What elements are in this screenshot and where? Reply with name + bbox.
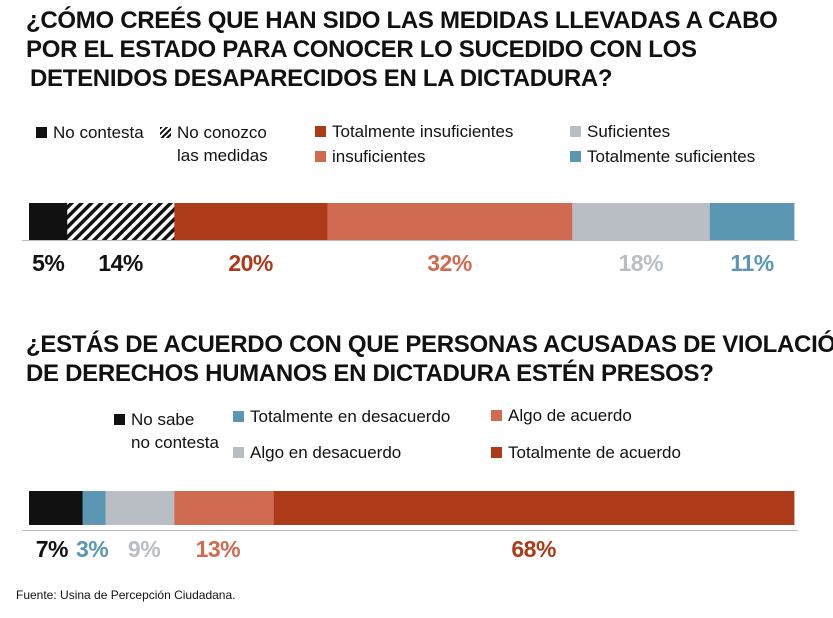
value-label: 68% (511, 536, 556, 562)
legend-swatch (233, 447, 244, 458)
source-note: Fuente: Usina de Percepción Ciudadana. (16, 588, 236, 602)
bar-segment (29, 203, 68, 240)
chart2-legend-totalmente-en-desacuerdo: Totalmente en desacuerdo (233, 405, 450, 428)
legend-label: No sabe no contesta (131, 410, 219, 452)
legend-label: Totalmente suficientes (587, 147, 756, 166)
chart1-title: ¿CÓMO CREÉS QUE HAN SIDO LAS MEDIDAS LLE… (26, 6, 778, 93)
chart2-legend-totalmente-de-acuerdo: Totalmente de acuerdo (491, 441, 681, 464)
legend-label: Algo de acuerdo (508, 406, 632, 425)
chart1-legend-no-contesta: No contesta (36, 121, 144, 144)
bar-segment (82, 491, 106, 525)
chart1-legend-totalmente-insuficientes: Totalmente insuficientes (315, 120, 513, 143)
value-label: 13% (195, 536, 241, 562)
chart2-legend-algo-de-acuerdo: Algo de acuerdo (491, 404, 632, 427)
legend-swatch (570, 126, 581, 137)
bar-segment (174, 491, 275, 525)
legend-swatch (114, 414, 125, 425)
legend-label: Totalmente insuficientes (332, 122, 514, 141)
legend-label: Totalmente de acuerdo (508, 443, 681, 462)
chart1-title-line-2: POR EL ESTADO PARA CONOCER LO SUCEDIDO C… (26, 36, 697, 63)
bar-segment (67, 203, 175, 240)
legend-label: Algo en desacuerdo (250, 443, 402, 462)
chart2-baseline (22, 530, 798, 531)
chart1-legend-totalmente-suficientes: Totalmente suficientes (570, 145, 755, 168)
value-label: 9% (127, 536, 161, 562)
value-label: 7% (35, 536, 69, 562)
chart2-title-line-1: ¿ESTÁS DE ACUERDO CON QUE PERSONAS ACUSA… (26, 331, 833, 358)
legend-swatch (36, 127, 47, 138)
value-label: 32% (427, 250, 472, 276)
bar-segment (29, 491, 83, 525)
legend-label: Suficientes (587, 122, 671, 141)
chart2-title: ¿ESTÁS DE ACUERDO CON QUE PERSONAS ACUSA… (26, 330, 833, 388)
value-label: 20% (228, 250, 273, 276)
chart1-title-line-3: DETENIDOS DESAPARECIDOS EN LA DICTADURA? (30, 65, 613, 92)
bar-segment (273, 491, 795, 525)
legend-swatch (491, 410, 502, 421)
legend-swatch-hatched (160, 127, 171, 138)
value-label: 18% (618, 250, 664, 276)
bar-segment (327, 203, 573, 240)
value-label: 5% (32, 250, 65, 276)
legend-label: No contesta (53, 123, 144, 142)
legend-swatch (233, 411, 244, 422)
bar-segment (105, 491, 175, 525)
legend-label: Totalmente en desacuerdo (250, 407, 451, 426)
legend-swatch (491, 447, 502, 458)
chart2-stacked-bar (29, 491, 795, 525)
chart2-title-line-2: DE DERECHOS HUMANOS EN DICTADURA ESTÉN P… (26, 360, 714, 387)
bar-segment (709, 203, 795, 240)
value-label: 14% (98, 250, 143, 276)
legend-swatch (315, 151, 326, 162)
bar-segment (174, 203, 328, 240)
chart1-legend-no-conozco: No conozco las medidas (160, 121, 268, 167)
chart1-legend-insuficientes: insuficientes (315, 145, 426, 168)
chart1-baseline (22, 240, 798, 241)
legend-label: insuficientes (332, 147, 426, 166)
legend-label: No conozco las medidas (177, 123, 268, 165)
legend-swatch (570, 151, 581, 162)
value-label: 11% (730, 250, 774, 276)
legend-swatch (315, 126, 326, 137)
bar-segment (572, 203, 711, 240)
chart2-legend-algo-en-desacuerdo: Algo en desacuerdo (233, 441, 401, 464)
chart2-legend-no-sabe: No sabe no contesta (114, 408, 219, 454)
value-label: 3% (76, 536, 109, 562)
chart1-stacked-bar (29, 203, 795, 240)
chart1-legend-suficientes: Suficientes (570, 120, 670, 143)
chart1-title-line-1: ¿CÓMO CREÉS QUE HAN SIDO LAS MEDIDAS LLE… (26, 7, 778, 34)
